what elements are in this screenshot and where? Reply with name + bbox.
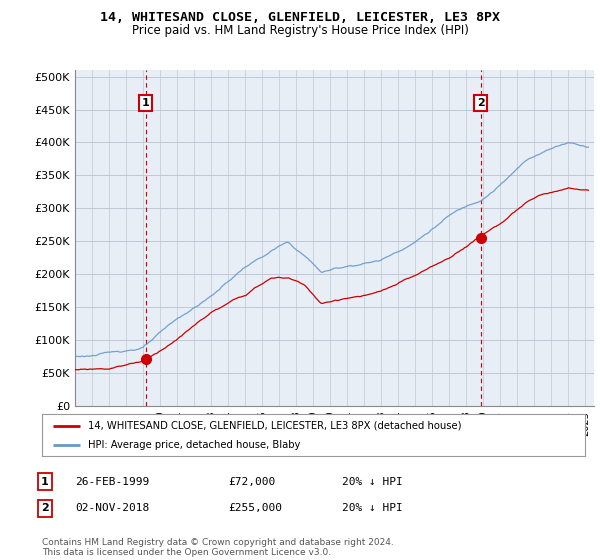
Text: 1: 1 [41,477,49,487]
Text: 2: 2 [41,503,49,514]
Text: 20% ↓ HPI: 20% ↓ HPI [342,503,403,514]
Text: 14, WHITESAND CLOSE, GLENFIELD, LEICESTER, LE3 8PX (detached house): 14, WHITESAND CLOSE, GLENFIELD, LEICESTE… [88,421,461,431]
Text: £72,000: £72,000 [228,477,275,487]
Text: HPI: Average price, detached house, Blaby: HPI: Average price, detached house, Blab… [88,440,301,450]
Text: 1: 1 [142,98,149,108]
Text: 02-NOV-2018: 02-NOV-2018 [75,503,149,514]
Text: 14, WHITESAND CLOSE, GLENFIELD, LEICESTER, LE3 8PX: 14, WHITESAND CLOSE, GLENFIELD, LEICESTE… [100,11,500,24]
Text: 2: 2 [476,98,484,108]
Text: 20% ↓ HPI: 20% ↓ HPI [342,477,403,487]
Text: Price paid vs. HM Land Registry's House Price Index (HPI): Price paid vs. HM Land Registry's House … [131,24,469,36]
Text: 26-FEB-1999: 26-FEB-1999 [75,477,149,487]
Text: £255,000: £255,000 [228,503,282,514]
Text: Contains HM Land Registry data © Crown copyright and database right 2024.
This d: Contains HM Land Registry data © Crown c… [42,538,394,557]
